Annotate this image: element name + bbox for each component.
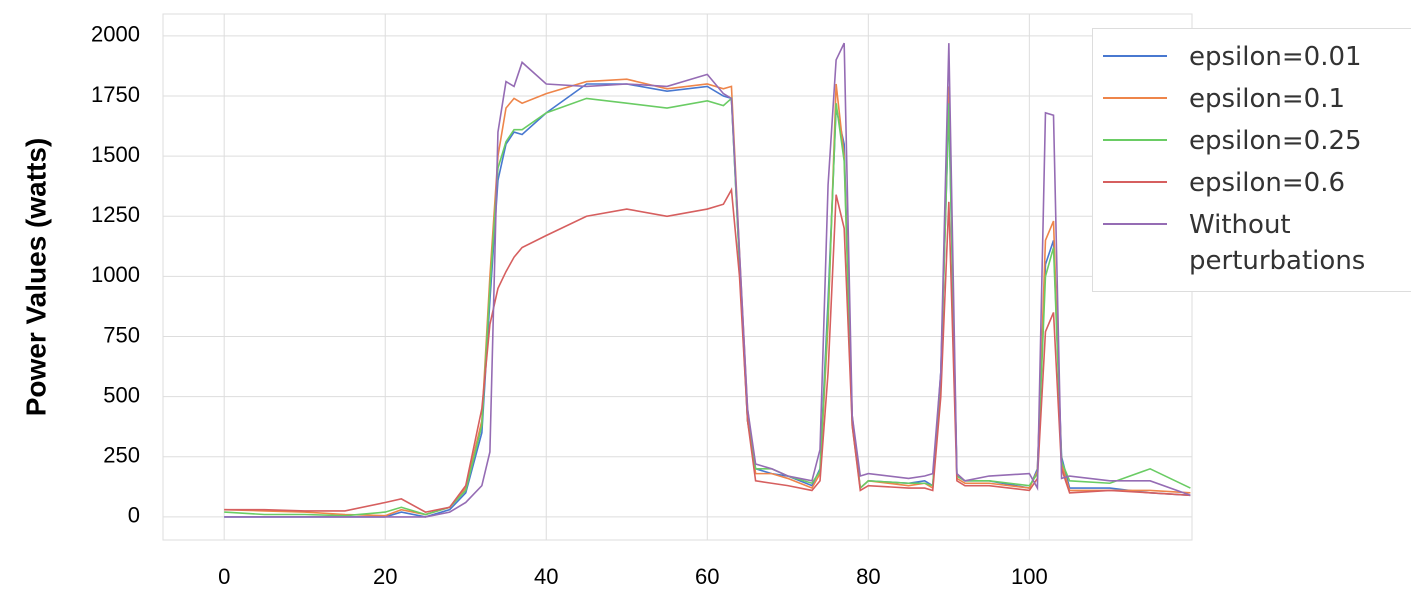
y-tick-label: 1500 [91,142,140,167]
legend-swatch [1103,139,1167,141]
legend: epsilon=0.01 epsilon=0.1 epsilon=0.25 epsil… [1092,28,1411,292]
lines [224,42,1191,518]
plot-area [162,13,1193,541]
y-tick-label: 1750 [91,82,140,107]
series-line [224,187,1191,513]
y-tick-label: 0 [128,503,140,528]
legend-swatch [1103,97,1167,99]
grid [163,14,1192,540]
legend-item: epsilon=0.25 [1093,123,1411,159]
y-tick-label: 500 [103,382,140,407]
legend-swatch [1103,55,1167,57]
legend-label: epsilon=0.1 [1189,84,1346,114]
legend-item: epsilon=0.6 [1093,165,1411,201]
legend-label: epsilon=0.25 [1189,126,1362,156]
legend-item: Without perturbations [1093,207,1411,279]
x-tick-label: 60 [695,564,719,589]
legend-item: epsilon=0.1 [1093,81,1411,117]
y-tick-label: 2000 [91,22,140,47]
y-tick-label: 1000 [91,262,140,287]
series-line [224,78,1191,517]
x-tick-label: 100 [1011,564,1048,589]
legend-item: epsilon=0.01 [1093,39,1411,75]
legend-swatch [1103,181,1167,183]
legend-label: epsilon=0.6 [1189,168,1346,198]
series-line [224,83,1191,518]
y-tick-label: 750 [103,322,140,347]
x-tick-label: 20 [373,564,397,589]
y-tick-label: 250 [103,443,140,468]
legend-label: epsilon=0.01 [1189,42,1362,72]
y-tick-label: 1250 [91,202,140,227]
series-line [224,42,1191,518]
y-axis-label: Power Values (watts) [20,138,51,417]
legend-swatch [1103,223,1167,225]
legend-label: Without perturbations [1189,210,1366,276]
x-tick-label: 0 [218,564,230,589]
x-tick-label: 40 [534,564,558,589]
x-tick-label: 80 [856,564,880,589]
